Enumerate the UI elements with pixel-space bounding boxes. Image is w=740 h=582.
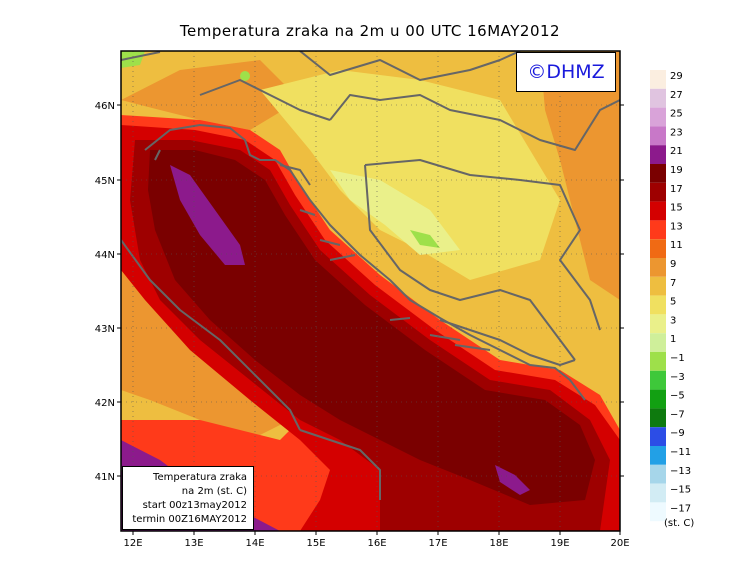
legend-swatch <box>650 464 666 484</box>
legend-swatch <box>650 239 666 258</box>
legend-swatch <box>650 126 666 146</box>
legend-label: 13 <box>670 221 683 232</box>
sea-warmest-patch <box>170 165 245 265</box>
lon-tick-label: 12E <box>123 538 142 549</box>
legend-label: −1 <box>670 353 685 364</box>
cold-patch-alps <box>240 71 250 81</box>
run-info-box: Temperatura zraka na 2m (st. C) start 00… <box>122 466 254 530</box>
legend-swatch <box>650 107 666 127</box>
lat-tick-label: 46N <box>95 101 115 112</box>
legend-label: 7 <box>670 278 676 289</box>
legend-swatch <box>650 164 666 183</box>
legend-unit-label: (st. C) <box>664 518 695 529</box>
country-borders <box>121 51 620 500</box>
land-warm-west <box>121 60 300 130</box>
legend-swatch <box>650 295 666 315</box>
land-warm-east <box>540 51 620 300</box>
land-pale-patch <box>330 170 460 255</box>
lat-tick-label: 43N <box>95 324 115 335</box>
legend-label: −7 <box>670 409 685 420</box>
legend-swatch <box>650 483 666 503</box>
legend-swatch <box>650 370 666 390</box>
legend-label: 15 <box>670 203 683 214</box>
legend-label: 5 <box>670 297 676 308</box>
legend-swatch <box>650 314 666 334</box>
legend-label: 1 <box>670 334 676 345</box>
cold-patch-bosnia <box>410 230 440 248</box>
legend-swatch <box>650 88 666 108</box>
lon-tick-label: 15E <box>306 538 325 549</box>
legend-swatch <box>650 145 666 164</box>
info-line-3: start 00z13may2012 <box>142 500 247 511</box>
legend-swatch <box>650 427 666 446</box>
legend-label: −17 <box>670 503 691 514</box>
legend-label: 29 <box>670 71 683 82</box>
info-line-2: na 2m (st. C) <box>181 486 247 497</box>
info-line-1: Temperatura zraka <box>153 472 247 483</box>
logo-text: ©DHMZ <box>527 61 605 83</box>
legend-label: 19 <box>670 165 683 176</box>
latitude-axis: 46N 45N 44N 43N 42N 41N <box>95 101 624 483</box>
map-title: Temperatura zraka na 2m u 00 UTC 16MAY20… <box>179 22 561 40</box>
legend-swatch <box>650 220 666 240</box>
lon-tick-label: 14E <box>245 538 264 549</box>
legend-label: 21 <box>670 146 683 157</box>
adriatic-sea-core <box>148 150 595 505</box>
legend-swatch <box>650 333 666 352</box>
lon-tick-label: 19E <box>550 538 569 549</box>
legend-swatch <box>650 258 666 277</box>
color-legend: 29 27 25 23 21 19 17 15 13 11 9 7 5 3 1 −1 −3 −5 −7 −9 −11 −1… <box>650 70 691 522</box>
legend-label: −15 <box>670 485 691 496</box>
lat-tick-label: 45N <box>95 176 115 187</box>
legend-label: 11 <box>670 240 683 251</box>
lat-tick-label: 44N <box>95 250 115 261</box>
land-light-band <box>260 70 560 280</box>
lon-tick-label: 20E <box>610 538 629 549</box>
longitude-axis: 12E 13E 14E 15E 16E 17E 18E 19E 20E <box>123 531 630 549</box>
map-plot-area <box>121 51 620 531</box>
lat-tick-label: 42N <box>95 398 115 409</box>
legend-label: 17 <box>670 184 683 195</box>
legend-label: −13 <box>670 466 691 477</box>
info-line-4: termin 00Z16MAY2012 <box>132 514 247 525</box>
legend-label: −9 <box>670 428 685 439</box>
cold-patch-nw <box>121 51 145 68</box>
legend-swatch <box>650 408 666 428</box>
lat-tick-label: 41N <box>95 472 115 483</box>
legend-swatch <box>650 352 666 371</box>
legend-label: −11 <box>670 447 691 458</box>
legend-label: −5 <box>670 391 685 402</box>
sea-warmest-patch-south <box>495 465 530 495</box>
legend-swatch <box>650 201 666 221</box>
legend-label: 3 <box>670 315 676 326</box>
legend-swatch <box>650 502 666 522</box>
legend-swatch <box>650 276 666 296</box>
legend-swatch <box>650 446 666 465</box>
legend-label: 27 <box>670 90 683 101</box>
lon-tick-label: 16E <box>367 538 386 549</box>
legend-swatch <box>650 389 666 409</box>
legend-label: 9 <box>670 259 676 270</box>
lon-tick-label: 17E <box>428 538 447 549</box>
legend-label: 25 <box>670 109 683 120</box>
dhmz-logo: ©DHMZ <box>516 52 616 92</box>
lon-tick-label: 13E <box>184 538 203 549</box>
lon-tick-label: 18E <box>489 538 508 549</box>
legend-label: 23 <box>670 127 683 138</box>
legend-label: −3 <box>670 372 685 383</box>
map-frame <box>120 50 621 532</box>
legend-swatch <box>650 182 666 202</box>
legend-swatch <box>650 70 666 89</box>
